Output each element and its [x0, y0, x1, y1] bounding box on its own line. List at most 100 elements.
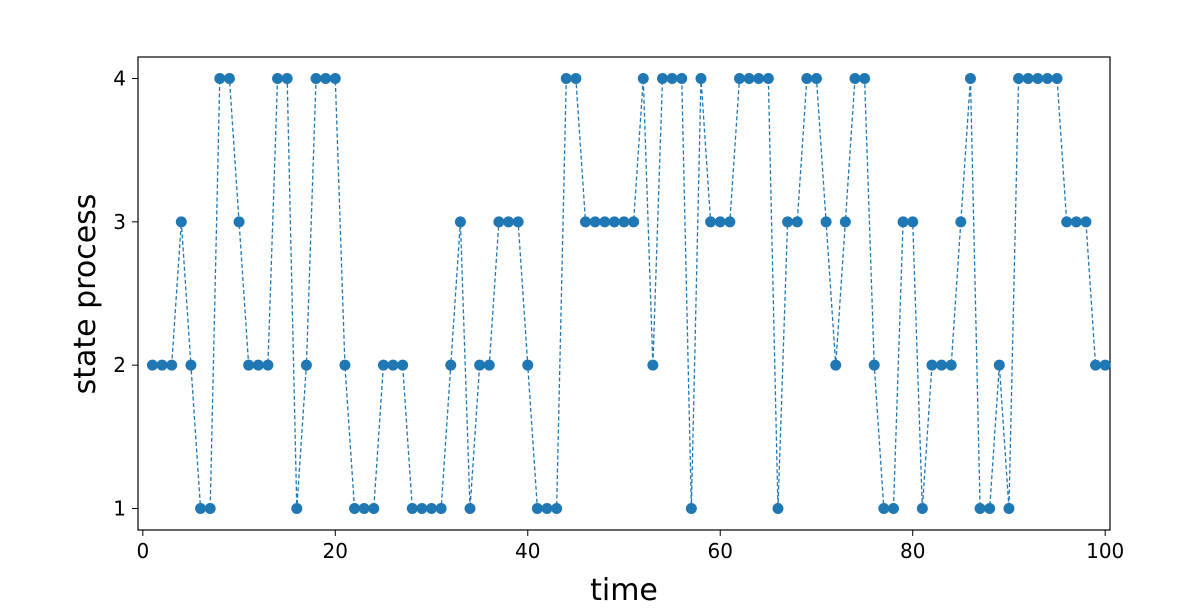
data-point [685, 503, 697, 514]
data-point [599, 216, 611, 228]
data-point [175, 216, 187, 228]
data-point [320, 73, 332, 84]
data-point [1013, 73, 1025, 84]
data-point [195, 503, 207, 514]
data-point [223, 73, 235, 84]
data-point [156, 359, 168, 371]
x-axis-label: time [590, 573, 658, 608]
data-point [849, 73, 861, 84]
data-point [185, 359, 197, 371]
data-point [377, 359, 389, 371]
data-point [945, 359, 957, 371]
data-point [339, 359, 351, 371]
x-tick-label: 60 [708, 539, 733, 563]
data-point [859, 73, 871, 84]
data-point [782, 216, 794, 228]
data-point [608, 216, 620, 228]
data-point [503, 216, 515, 228]
data-point [637, 73, 649, 84]
data-point [733, 73, 745, 84]
x-tick-label: 80 [900, 539, 925, 563]
data-point [310, 73, 322, 84]
data-point [936, 359, 948, 371]
data-point [300, 359, 312, 371]
y-axis-label: state process [68, 194, 103, 395]
data-point [907, 216, 919, 228]
data-point [464, 503, 476, 514]
data-point [406, 503, 418, 514]
data-point [955, 216, 967, 228]
y-tick-label: 2 [113, 353, 126, 377]
data-point [839, 216, 851, 228]
y-tick-label: 4 [113, 67, 126, 91]
data-point [820, 216, 832, 228]
data-point [483, 359, 495, 371]
data-point [531, 503, 543, 514]
data-point [146, 359, 158, 371]
data-point [349, 503, 361, 514]
data-point [281, 73, 293, 84]
data-point [618, 216, 630, 228]
data-point [243, 359, 255, 371]
data-point [329, 73, 341, 84]
data-point [695, 73, 707, 84]
data-point [1032, 73, 1044, 84]
series-line [152, 77, 1106, 510]
data-point [1090, 359, 1102, 371]
data-point [724, 216, 736, 228]
data-point [657, 73, 668, 84]
data-point [589, 216, 601, 228]
data-point [416, 503, 428, 514]
data-point [1099, 359, 1111, 371]
data-point [570, 73, 582, 84]
data-point [1061, 216, 1073, 228]
data-point [435, 503, 447, 514]
data-point [166, 359, 178, 371]
data-point [560, 73, 572, 84]
data-point [705, 216, 717, 228]
x-axis: 0 20 40 60 80 100 [136, 530, 1124, 563]
data-point [1070, 216, 1082, 228]
data-point [551, 503, 563, 514]
data-point [791, 216, 803, 228]
x-tick-label: 0 [136, 539, 149, 563]
data-point [762, 73, 774, 84]
data-point [1080, 216, 1092, 228]
data-point [368, 503, 380, 514]
data-point [974, 503, 986, 514]
data-point [964, 73, 976, 84]
data-point [1051, 73, 1063, 84]
data-point [830, 359, 842, 371]
data-point [753, 73, 765, 84]
data-point [1003, 503, 1015, 514]
data-point [454, 216, 466, 228]
data-point [252, 359, 264, 371]
data-point [887, 503, 899, 514]
data-point [426, 503, 438, 514]
data-point [262, 359, 274, 371]
data-point [897, 216, 909, 228]
data-point [493, 216, 505, 228]
data-point [204, 503, 216, 514]
data-point [868, 359, 880, 371]
data-point [522, 359, 534, 371]
data-point [358, 503, 370, 514]
data-point [628, 216, 640, 228]
data-point [233, 216, 245, 228]
data-point [1022, 73, 1034, 84]
data-point [676, 73, 688, 84]
plot-frame [137, 56, 1111, 531]
data-point [810, 73, 822, 84]
data-point [387, 359, 399, 371]
data-point [1041, 73, 1053, 84]
data-point [291, 503, 303, 514]
data-point [714, 216, 726, 228]
data-point [214, 73, 226, 84]
data-point [647, 359, 659, 371]
data-point [801, 73, 813, 84]
data-point [474, 359, 486, 371]
data-point [772, 503, 784, 514]
x-tick-label: 100 [1086, 539, 1124, 563]
y-tick-label: 1 [113, 497, 126, 521]
